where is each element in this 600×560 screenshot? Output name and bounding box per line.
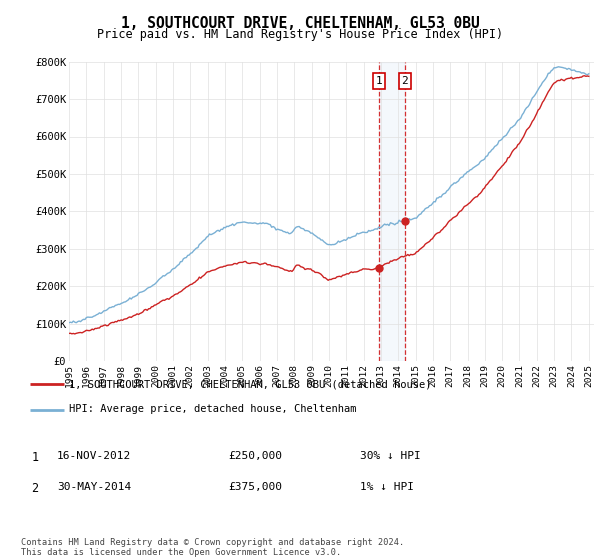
- Text: £250,000: £250,000: [228, 451, 282, 461]
- Bar: [379, 62, 405, 361]
- Text: 1: 1: [31, 451, 38, 464]
- Text: 16-NOV-2012: 16-NOV-2012: [57, 451, 131, 461]
- Text: 1, SOUTHCOURT DRIVE, CHELTENHAM, GL53 0BU: 1, SOUTHCOURT DRIVE, CHELTENHAM, GL53 0B…: [121, 16, 479, 31]
- Text: 30% ↓ HPI: 30% ↓ HPI: [360, 451, 421, 461]
- Text: HPI: Average price, detached house, Cheltenham: HPI: Average price, detached house, Chel…: [69, 404, 356, 414]
- Text: 2: 2: [31, 482, 38, 494]
- Text: Contains HM Land Registry data © Crown copyright and database right 2024.
This d: Contains HM Land Registry data © Crown c…: [21, 538, 404, 557]
- Text: 1% ↓ HPI: 1% ↓ HPI: [360, 482, 414, 492]
- Text: 1: 1: [376, 76, 382, 86]
- Text: 2: 2: [401, 76, 408, 86]
- Text: Price paid vs. HM Land Registry's House Price Index (HPI): Price paid vs. HM Land Registry's House …: [97, 28, 503, 41]
- Text: 1, SOUTHCOURT DRIVE, CHELTENHAM, GL53 0BU (detached house): 1, SOUTHCOURT DRIVE, CHELTENHAM, GL53 0B…: [69, 380, 431, 390]
- Text: 30-MAY-2014: 30-MAY-2014: [57, 482, 131, 492]
- Text: £375,000: £375,000: [228, 482, 282, 492]
